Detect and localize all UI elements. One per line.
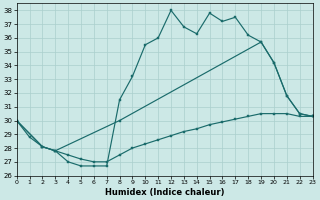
X-axis label: Humidex (Indice chaleur): Humidex (Indice chaleur) [105,188,224,197]
